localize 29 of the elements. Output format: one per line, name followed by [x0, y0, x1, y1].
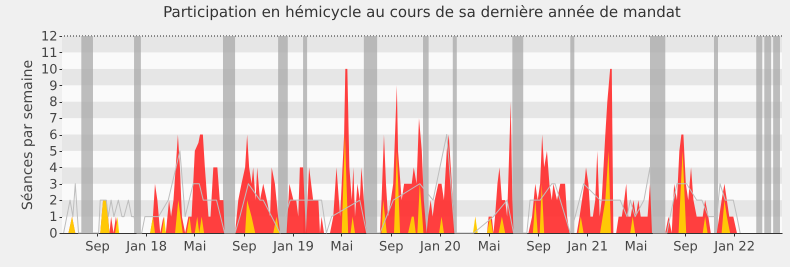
x-tick-label: Jan 22: [713, 240, 755, 254]
y-tick-label: 3: [49, 177, 58, 192]
x-tick-label: Sep: [379, 240, 404, 254]
x-tick-label: Jan 18: [125, 240, 167, 254]
y-tick-label: 4: [49, 160, 58, 176]
y-tick-label: 0: [49, 226, 58, 242]
y-tick-label: 10: [40, 62, 58, 78]
x-tick-label: Sep: [232, 240, 257, 254]
y-tick-label: 2: [49, 194, 58, 209]
y-tick-label: 1: [49, 210, 58, 226]
y-tick-label: 6: [49, 128, 58, 143]
x-tick-label: Sep: [85, 240, 110, 254]
x-tick-label: Jan 20: [419, 240, 461, 254]
y-tick-label: 8: [49, 95, 58, 110]
x-tick-label: Mai: [330, 240, 354, 254]
x-tick-label: Sep: [673, 240, 698, 254]
x-tick-label: Jan 21: [566, 240, 608, 254]
y-axis-title: Séances par semaine: [20, 60, 36, 210]
y-tick-label: 7: [49, 112, 58, 127]
x-tick-label: Mai: [624, 240, 648, 254]
y-tick-label: 11: [40, 46, 58, 61]
chart-title: Participation en hémicycle au cours de sa dernière année de mandat: [163, 3, 681, 21]
y-tick-label: 12: [40, 30, 58, 44]
y-tick-label: 9: [49, 78, 58, 94]
x-tick-label: Sep: [526, 240, 551, 254]
x-tick-label: Jan 19: [272, 240, 314, 254]
x-tick-label: Mai: [184, 240, 206, 254]
y-tick-label: 5: [49, 144, 58, 160]
x-tick-label: Mai: [478, 240, 501, 254]
